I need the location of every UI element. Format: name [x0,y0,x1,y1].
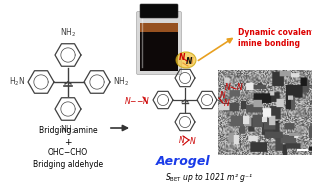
FancyBboxPatch shape [140,32,178,71]
FancyBboxPatch shape [137,12,182,74]
Text: NH$_2$: NH$_2$ [60,124,76,136]
Text: NH$_2$: NH$_2$ [113,76,129,88]
Text: N: N [225,84,231,92]
FancyBboxPatch shape [140,4,178,18]
Text: N: N [190,136,196,146]
Text: $S_\mathrm{BET}$ up to 1021 m² g⁻¹: $S_\mathrm{BET}$ up to 1021 m² g⁻¹ [165,170,253,184]
Text: Dynamic covalent
imine bonding: Dynamic covalent imine bonding [238,28,312,48]
FancyBboxPatch shape [140,23,178,32]
Text: N: N [186,57,192,67]
Text: Bridging aldehyde: Bridging aldehyde [33,160,103,169]
Text: N$-$: N$-$ [124,94,137,105]
Text: N: N [188,57,194,67]
Text: Bridging amine: Bridging amine [39,126,97,135]
Text: $-$N: $-$N [136,94,150,105]
Text: +: + [64,138,72,147]
Text: N: N [220,91,226,101]
Text: N: N [179,53,185,61]
Text: OHC−CHO: OHC−CHO [48,148,88,157]
Text: H$_2$N: H$_2$N [8,76,25,88]
Ellipse shape [176,52,196,68]
Text: N: N [179,136,185,145]
Text: NH$_2$: NH$_2$ [60,26,76,39]
Text: N: N [237,84,243,92]
Text: N: N [224,99,230,108]
Text: Aerogel: Aerogel [156,156,210,169]
